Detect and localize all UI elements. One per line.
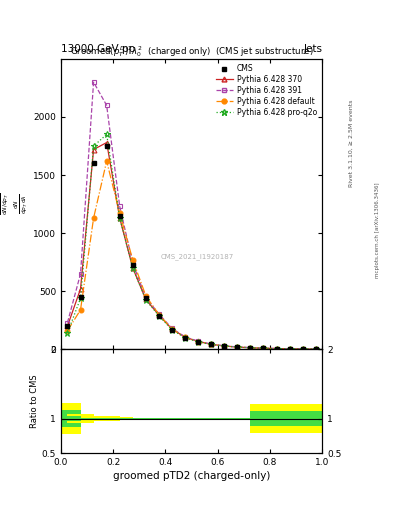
Text: Jets: Jets [303,44,322,54]
Text: mcplots.cern.ch [arXiv:1306.3436]: mcplots.cern.ch [arXiv:1306.3436] [375,183,380,278]
Text: Rivet 3.1.10, ≥ 2.5M events: Rivet 3.1.10, ≥ 2.5M events [349,100,354,187]
Legend: CMS, Pythia 6.428 370, Pythia 6.428 391, Pythia 6.428 default, Pythia 6.428 pro-: CMS, Pythia 6.428 370, Pythia 6.428 391,… [215,62,318,118]
Y-axis label: Ratio to CMS: Ratio to CMS [30,374,39,428]
Text: CMS_2021_I1920187: CMS_2021_I1920187 [160,253,233,260]
Title: Groomed$(p_T^D)^2\lambda_0^2$  (charged only)  (CMS jet substructure): Groomed$(p_T^D)^2\lambda_0^2$ (charged o… [70,44,314,59]
Y-axis label: $\frac{1}{\mathrm{d}N/\mathrm{d}p_T}$
$\frac{\mathrm{d}N}{\mathrm{d}p_T\,\mathrm: $\frac{1}{\mathrm{d}N/\mathrm{d}p_T}$ $\… [0,193,30,215]
Text: 13000 GeV pp: 13000 GeV pp [61,44,135,54]
X-axis label: groomed pTD2 (charged-only): groomed pTD2 (charged-only) [113,471,270,481]
